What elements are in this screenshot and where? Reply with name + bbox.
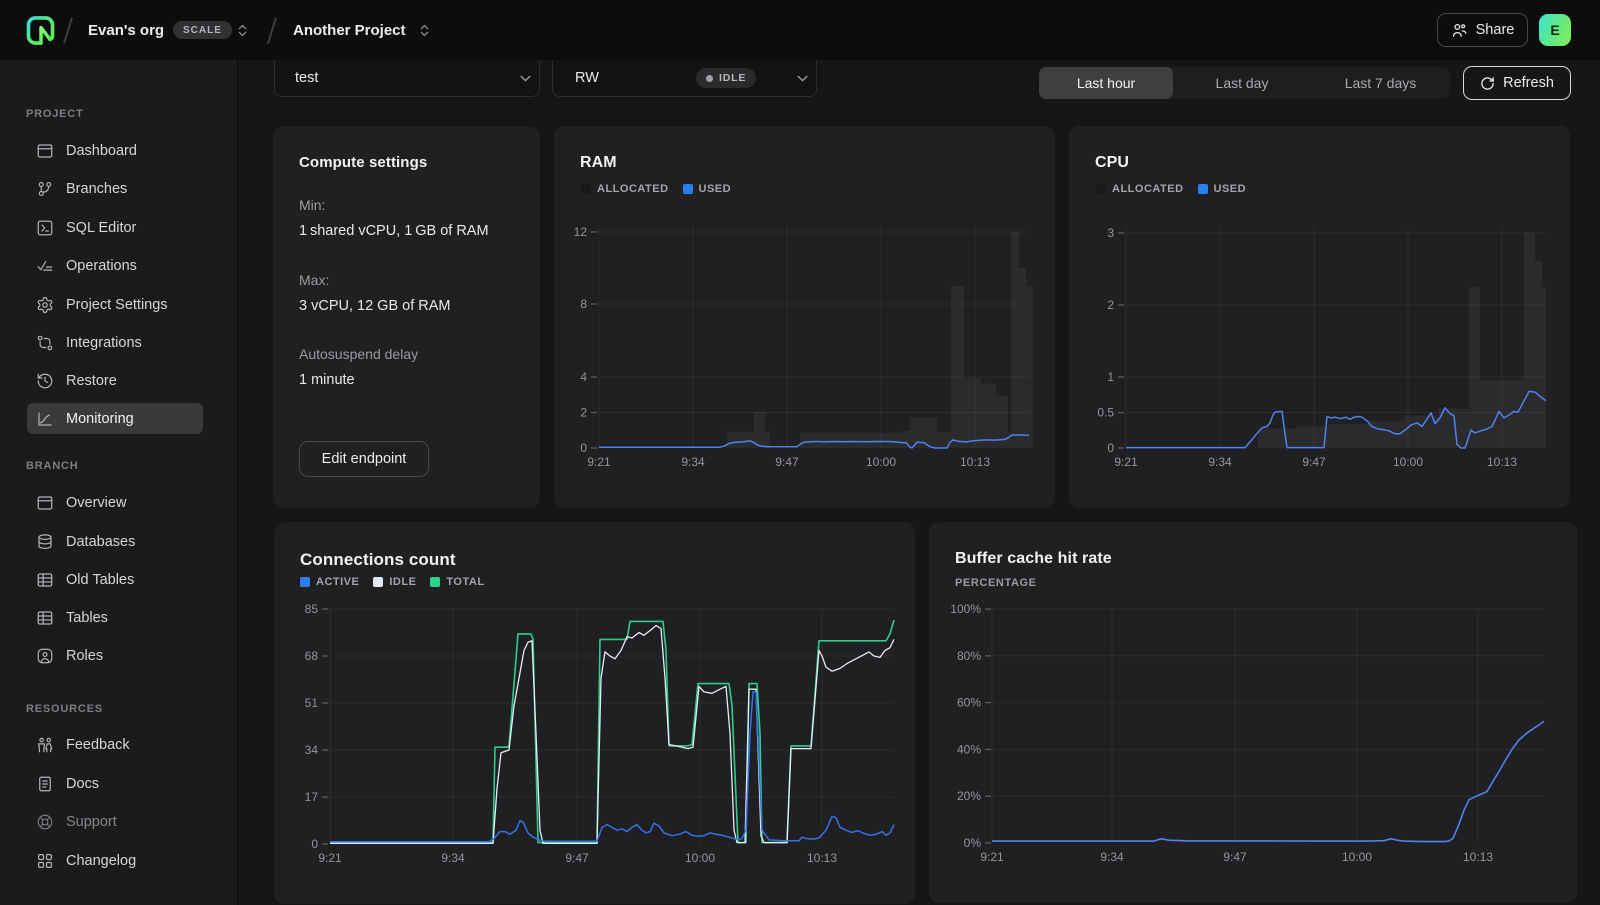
svg-text:9:47: 9:47 [775, 455, 799, 469]
svg-text:2: 2 [1107, 298, 1114, 312]
svg-text:4: 4 [580, 370, 587, 384]
svg-text:10:13: 10:13 [1463, 850, 1493, 864]
svg-text:20%: 20% [957, 789, 981, 803]
svg-text:51: 51 [305, 696, 319, 710]
svg-text:12: 12 [574, 225, 588, 239]
svg-text:9:21: 9:21 [587, 455, 611, 469]
svg-text:2: 2 [580, 406, 587, 420]
svg-text:17: 17 [305, 790, 319, 804]
svg-text:9:47: 9:47 [1302, 455, 1326, 469]
svg-text:60%: 60% [957, 696, 981, 710]
svg-text:10:00: 10:00 [866, 455, 896, 469]
svg-text:40%: 40% [957, 742, 981, 756]
svg-text:10:13: 10:13 [807, 851, 837, 865]
svg-text:9:34: 9:34 [441, 851, 465, 865]
svg-text:0.5: 0.5 [1097, 406, 1114, 420]
svg-text:85: 85 [305, 602, 319, 616]
svg-text:9:21: 9:21 [1114, 455, 1138, 469]
svg-text:0%: 0% [964, 836, 982, 850]
svg-text:0: 0 [311, 837, 318, 851]
svg-text:1: 1 [1107, 370, 1114, 384]
svg-text:3: 3 [1107, 226, 1114, 240]
svg-text:9:34: 9:34 [1100, 850, 1124, 864]
svg-text:10:13: 10:13 [1487, 455, 1517, 469]
svg-text:34: 34 [305, 743, 319, 757]
svg-text:100%: 100% [950, 602, 981, 616]
svg-text:9:21: 9:21 [980, 850, 1004, 864]
svg-text:9:47: 9:47 [1223, 850, 1247, 864]
svg-text:9:47: 9:47 [565, 851, 589, 865]
svg-text:80%: 80% [957, 649, 981, 663]
svg-text:8: 8 [580, 297, 587, 311]
svg-text:10:00: 10:00 [1393, 455, 1423, 469]
svg-text:68: 68 [305, 649, 319, 663]
svg-text:9:34: 9:34 [1208, 455, 1232, 469]
svg-text:0: 0 [580, 441, 587, 455]
svg-text:10:00: 10:00 [685, 851, 715, 865]
svg-text:10:13: 10:13 [960, 455, 990, 469]
svg-text:9:21: 9:21 [318, 851, 342, 865]
svg-text:9:34: 9:34 [681, 455, 705, 469]
svg-text:10:00: 10:00 [1342, 850, 1372, 864]
svg-text:0: 0 [1107, 441, 1114, 455]
